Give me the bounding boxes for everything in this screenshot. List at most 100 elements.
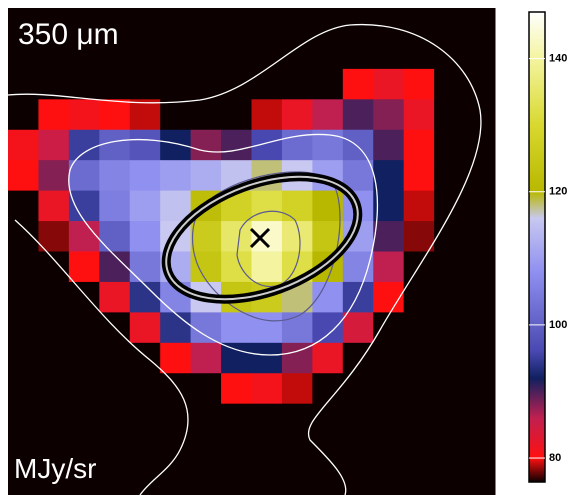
- heatmap-cell: [281, 8, 313, 39]
- heatmap-cell: [68, 160, 100, 192]
- heatmap-cell: [129, 464, 161, 495]
- heatmap-cell: [190, 373, 222, 405]
- heatmap-cell: [342, 251, 374, 283]
- center-marker: [249, 227, 271, 249]
- heatmap-cell: [312, 190, 344, 222]
- heatmap-cell: [68, 434, 100, 466]
- contour-outer: [7, 23, 482, 495]
- heatmap-cell: [99, 403, 131, 435]
- heatmap-cell: [221, 221, 252, 252]
- heatmap-cell: [68, 251, 100, 283]
- unit-label: MJy/sr: [14, 453, 96, 484]
- heatmap-cell: [434, 373, 466, 405]
- heatmap-cell: [464, 251, 496, 283]
- heatmap-cell: [68, 8, 100, 39]
- heatmap-cell: [464, 160, 496, 192]
- heatmap-cell: [312, 464, 344, 495]
- heatmap-cell: [38, 464, 70, 495]
- heatmap-cell: [68, 464, 100, 495]
- contour-core: [236, 210, 301, 288]
- heatmap-cell: [160, 99, 192, 131]
- heatmap-cell: [281, 373, 313, 405]
- heatmap-cell: [281, 464, 313, 495]
- colorbar-tick-label: 80: [549, 452, 561, 464]
- heatmap-cell: [160, 373, 192, 405]
- heatmap-cell: [403, 68, 435, 100]
- heatmap-cell: [160, 68, 192, 100]
- heatmap-cell: [221, 403, 252, 435]
- heatmap-cell: [373, 342, 405, 374]
- heatmap-cell: [373, 190, 405, 222]
- heatmap-cell: [221, 8, 252, 39]
- heatmap-cell: [464, 434, 496, 466]
- heatmap-cell: [129, 190, 161, 222]
- heatmap-cell: [403, 190, 435, 222]
- heatmap-cell: [38, 373, 70, 405]
- heatmap-cell: [8, 403, 39, 435]
- heatmap-cell: [464, 312, 496, 344]
- heatmap-cell: [190, 160, 222, 192]
- heatmap-cell: [68, 129, 100, 161]
- heatmap-cell: [251, 464, 283, 495]
- heatmap-cell: [160, 38, 192, 70]
- heatmap-cell: [251, 38, 283, 70]
- heatmap-cell: [312, 403, 344, 435]
- heatmap-cell: [373, 38, 405, 70]
- heatmap-cell: [160, 342, 192, 374]
- heatmap-cell: [434, 434, 466, 466]
- heatmap-cell: [251, 68, 283, 100]
- heatmap-cell: [38, 129, 70, 161]
- heatmap-cell: [464, 342, 496, 374]
- heatmap-cell: [129, 129, 161, 161]
- heatmap-cell: [190, 99, 222, 131]
- heatmap-cell: [68, 312, 100, 344]
- heatmap-cell: [434, 160, 466, 192]
- heatmap-cell: [281, 312, 313, 344]
- heatmap-cell: [99, 68, 131, 100]
- heatmap-cell: [251, 312, 283, 344]
- heatmap-cell: [251, 373, 283, 405]
- heatmap-cell: [68, 342, 100, 374]
- heatmap-cell: [38, 38, 70, 70]
- heatmap-cell: [342, 434, 374, 466]
- heatmap-cell: [8, 342, 39, 374]
- heatmap-cell: [38, 99, 70, 131]
- colorbar-tick-label: 120: [549, 186, 567, 198]
- heatmap-cell: [8, 160, 39, 192]
- heatmap-cell: [68, 221, 100, 252]
- heatmap-cell: [190, 464, 222, 495]
- colorbar-tick-label: 100: [549, 319, 567, 331]
- heatmap-cell: [434, 68, 466, 100]
- heatmap-cell: [403, 38, 435, 70]
- heatmap-cell: [129, 403, 161, 435]
- heatmap-cell: [403, 403, 435, 435]
- heatmap-cell: [68, 190, 100, 222]
- heatmap-cell: [68, 99, 100, 131]
- colorbar-tick-label: 140: [549, 53, 567, 65]
- contour-inner: [191, 171, 341, 322]
- heatmap-cell: [38, 403, 70, 435]
- heatmap-cell: [38, 8, 70, 39]
- heatmap-cell: [221, 464, 252, 495]
- heatmap-cell: [160, 312, 192, 344]
- heatmap-cell: [312, 434, 344, 466]
- heatmap-cell: [99, 99, 131, 131]
- heatmap-cell: [38, 281, 70, 313]
- heatmap-cell: [464, 464, 496, 495]
- heatmap-cell: [38, 221, 70, 252]
- heatmap-cell: [434, 312, 466, 344]
- heatmap-cell: [160, 403, 192, 435]
- heatmap-cell: [251, 221, 283, 252]
- heatmap-cell: [251, 342, 283, 374]
- heatmap-cell: [8, 190, 39, 222]
- heatmap-cell: [464, 403, 496, 435]
- heatmap-cell: [464, 281, 496, 313]
- heatmap-cell: [99, 342, 131, 374]
- heatmap-cell: [38, 434, 70, 466]
- heatmap-cell: [342, 68, 374, 100]
- heatmap-cell: [342, 312, 374, 344]
- heatmap-cell: [190, 8, 222, 39]
- heatmap-cell: [8, 281, 39, 313]
- heatmap-cell: [129, 38, 161, 70]
- heatmap-cell: [464, 190, 496, 222]
